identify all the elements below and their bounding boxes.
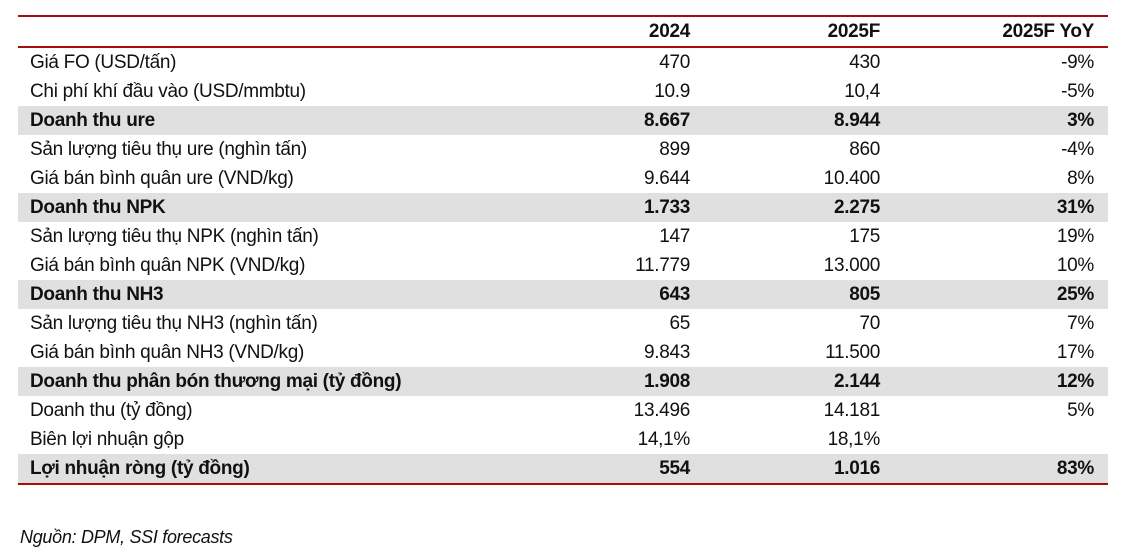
cell-2025f: 430 [849, 51, 880, 73]
table-row: Giá bán bình quân ure (VND/kg) 9.644 10.40… [18, 164, 1108, 193]
row-label: Doanh thu phân bón thương mại (tỷ đồng) [18, 367, 488, 396]
table-row: Lợi nhuận ròng (tỷ đồng) 554 1.016 83% [18, 454, 1108, 485]
row-label: Giá bán bình quân NPK (VND/kg) [30, 254, 306, 276]
header-2024: 2024 [488, 15, 690, 48]
cell-2025f-yoy: 3% [880, 106, 1108, 135]
cell-2024: 13.496 [633, 399, 691, 421]
table-row: Doanh thu ure 8.667 8.944 3% [18, 106, 1108, 135]
table-row: Doanh thu (tỷ đồng) 13.496 14.181 5% [18, 396, 1108, 425]
cell-2024: 470 [659, 51, 690, 73]
header-label-column [18, 15, 488, 48]
cell-2024: 65 [669, 312, 690, 334]
cell-2025f-yoy [880, 425, 1108, 454]
cell-2024: 1.908 [488, 367, 690, 396]
cell-2025f: 2.275 [690, 193, 880, 222]
forecast-table: 2024 2025F 2025F YoY Giá FO (USD/tấn) 470… [18, 15, 1108, 485]
cell-2025f: 18,1% [827, 428, 881, 450]
cell-2024: 8.667 [488, 106, 690, 135]
table-row: Sản lượng tiêu thụ ure (nghìn tấn) 899 860… [18, 135, 1108, 164]
cell-2025f: 805 [690, 280, 880, 309]
cell-2025f-yoy: 17% [1056, 341, 1094, 363]
row-label: Sản lượng tiêu thụ NPK (nghìn tấn) [30, 225, 319, 247]
cell-2024: 10.9 [654, 80, 690, 102]
table-row: Doanh thu NPK 1.733 2.275 31% [18, 193, 1108, 222]
row-label: Giá FO (USD/tấn) [30, 51, 177, 73]
row-label: Doanh thu (tỷ đồng) [30, 399, 193, 421]
cell-2024: 147 [659, 225, 690, 247]
cell-2025f: 175 [849, 225, 880, 247]
cell-2024: 11.779 [635, 254, 690, 276]
table-row: Giá FO (USD/tấn) 470 430 -9% [18, 47, 1108, 77]
row-label: Giá bán bình quân NH3 (VND/kg) [30, 341, 305, 363]
cell-2025f: 2.144 [690, 367, 880, 396]
cell-2025f: 10,4 [844, 80, 880, 102]
cell-2025f-yoy: -4% [1061, 138, 1094, 160]
cell-2025f: 13.000 [823, 254, 881, 276]
row-label: Chi phí khí đầu vào (USD/mmbtu) [30, 80, 306, 102]
table-body: Giá FO (USD/tấn) 470 430 -9% Chi phí khí đầu… [18, 47, 1108, 485]
cell-2024: 899 [659, 138, 690, 160]
cell-2025f: 860 [849, 138, 880, 160]
cell-2025f-yoy: 31% [880, 193, 1108, 222]
cell-2025f-yoy: 25% [880, 280, 1108, 309]
table-row: Doanh thu NH3 643 805 25% [18, 280, 1108, 309]
cell-2024: 1.733 [488, 193, 690, 222]
cell-2025f-yoy: 83% [880, 454, 1108, 485]
row-label: Giá bán bình quân ure (VND/kg) [30, 167, 294, 189]
table-row: Biên lợi nhuận gộp 14,1% 18,1% [18, 425, 1108, 454]
cell-2025f-yoy: 5% [1067, 399, 1094, 421]
row-label: Sản lượng tiêu thụ ure (nghìn tấn) [30, 138, 307, 160]
table-row: Giá bán bình quân NPK (VND/kg) 11.779 13.0… [18, 251, 1108, 280]
cell-2024: 9.644 [643, 167, 690, 189]
cell-2024: 643 [488, 280, 690, 309]
cell-2025f-yoy: 19% [1056, 225, 1094, 247]
header-2025f: 2025F [690, 15, 880, 48]
cell-2025f: 11.500 [825, 341, 880, 363]
table-row: Doanh thu phân bón thương mại (tỷ đồng) 1… [18, 367, 1108, 396]
cell-2025f: 70 [859, 312, 880, 334]
cell-2024: 554 [488, 454, 690, 485]
cell-2025f-yoy: -5% [1061, 80, 1094, 102]
cell-2025f-yoy: 7% [1067, 312, 1094, 334]
cell-2025f-yoy: 8% [1067, 167, 1094, 189]
source-note: Nguồn: DPM, SSI forecasts [20, 527, 233, 547]
cell-2024: 14,1% [637, 428, 691, 450]
cell-2024: 9.843 [643, 341, 690, 363]
cell-2025f: 14.181 [823, 399, 881, 421]
table-row: Sản lượng tiêu thụ NH3 (nghìn tấn) 65 70 7% [18, 309, 1108, 338]
row-label: Sản lượng tiêu thụ NH3 (nghìn tấn) [30, 312, 318, 334]
header-row: 2024 2025F 2025F YoY [18, 15, 1108, 48]
cell-2025f-yoy: 12% [880, 367, 1108, 396]
table-row: Giá bán bình quân NH3 (VND/kg) 9.843 11.50… [18, 338, 1108, 367]
header-2025f-yoy: 2025F YoY [880, 15, 1108, 48]
table-row: Chi phí khí đầu vào (USD/mmbtu) 10.9 10,4 -… [18, 77, 1108, 106]
table-header: 2024 2025F 2025F YoY [18, 15, 1108, 48]
row-label: Doanh thu NH3 [18, 280, 488, 309]
cell-2025f-yoy: 10% [1056, 254, 1094, 276]
row-label: Doanh thu ure [18, 106, 488, 135]
cell-2025f: 1.016 [690, 454, 880, 485]
row-label: Lợi nhuận ròng (tỷ đồng) [18, 454, 488, 485]
row-label: Doanh thu NPK [18, 193, 488, 222]
table-row: Sản lượng tiêu thụ NPK (nghìn tấn) 147 175… [18, 222, 1108, 251]
cell-2025f: 10.400 [823, 167, 881, 189]
cell-2025f: 8.944 [690, 106, 880, 135]
row-label: Biên lợi nhuận gộp [30, 428, 184, 450]
cell-2025f-yoy: -9% [1061, 51, 1094, 73]
